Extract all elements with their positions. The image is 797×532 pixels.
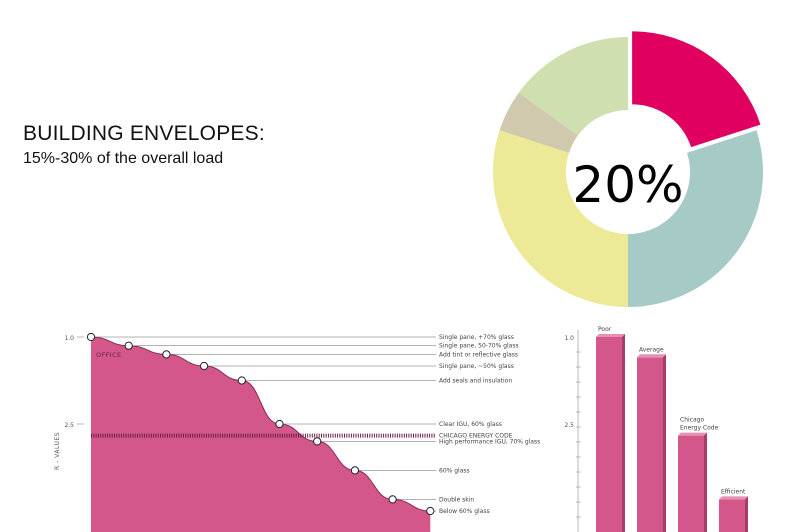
donut-slice-5 <box>518 37 628 136</box>
bar-top-2 <box>637 354 666 358</box>
page-title: BUILDING ENVELOPES: <box>23 122 265 145</box>
point-label-7: High performance IGU, 70% glass <box>439 438 540 445</box>
area-line <box>90 336 431 512</box>
bar-label-4: Efficient <box>721 488 746 495</box>
bar-4 <box>719 499 745 532</box>
area-y-axis-label: R - VALUES <box>54 432 61 470</box>
data-point-8 <box>350 466 359 475</box>
bar-side-2 <box>663 354 666 532</box>
point-label-10: Below 60% glass <box>439 508 490 515</box>
data-point-2 <box>124 341 133 350</box>
point-label-1: Single pane, +70% glass <box>439 334 514 341</box>
data-point-6 <box>275 419 284 429</box>
donut-chart <box>493 31 763 307</box>
page-subtitle: 15%-30% of the overall load <box>23 150 224 167</box>
data-point-10 <box>426 506 435 516</box>
donut-center-label: 20% <box>572 156 683 214</box>
area-y-tick-2: 2.5 <box>64 422 74 429</box>
point-label-4: Single pane, ~50% glass <box>439 363 514 370</box>
point-label-3: Add tint or reflective glass <box>439 351 518 358</box>
bar-top-1 <box>596 334 625 337</box>
area-chart: R - VALUES 1.0 2.5 Single pane, +70% gla… <box>54 332 540 532</box>
bar-y-tick-1: 1.0 <box>564 335 574 342</box>
donut-slice-3 <box>493 130 628 307</box>
point-label-2: Single pane, 50-70% glass <box>439 343 519 350</box>
bar-chart: 1.0 2.5 Poor Average Chicago Energy Code Eff… <box>564 326 748 532</box>
data-point-7 <box>313 437 322 446</box>
bar-side-1 <box>622 334 625 532</box>
bar-label-2: Average <box>639 346 664 353</box>
area-series-label: OFFICE <box>96 351 122 359</box>
area-y-tick-1: 1.0 <box>64 335 74 342</box>
bar-label-1: Poor <box>598 326 612 333</box>
donut-slice-4 <box>499 92 578 153</box>
donut-slice-1 <box>632 31 761 148</box>
bar-top-3 <box>678 432 707 436</box>
point-label-6: Clear IGU, 60% glass <box>439 421 502 428</box>
data-point-3 <box>162 350 171 359</box>
bar-top-4 <box>719 496 748 500</box>
donut-slice-2 <box>628 130 763 307</box>
point-label-9: Double skin <box>439 496 474 503</box>
reference-line-label: CHICAGO ENERGY CODE <box>439 433 513 440</box>
bar-1 <box>596 337 622 532</box>
area-fill <box>91 337 431 532</box>
point-label-5: Add seals and insulation <box>439 378 512 385</box>
bar-2 <box>637 357 663 532</box>
bar-side-4 <box>745 496 748 532</box>
bar-label-3: Chicago Energy Code <box>680 417 719 432</box>
data-point-9 <box>388 495 397 504</box>
data-point-4 <box>200 361 209 371</box>
bar-y-tick-2: 2.5 <box>564 422 574 429</box>
data-point-5 <box>237 376 246 385</box>
point-label-8: 60% glass <box>439 467 470 474</box>
data-point-1 <box>86 332 96 342</box>
bar-side-3 <box>704 432 707 532</box>
bar-3 <box>678 435 704 532</box>
